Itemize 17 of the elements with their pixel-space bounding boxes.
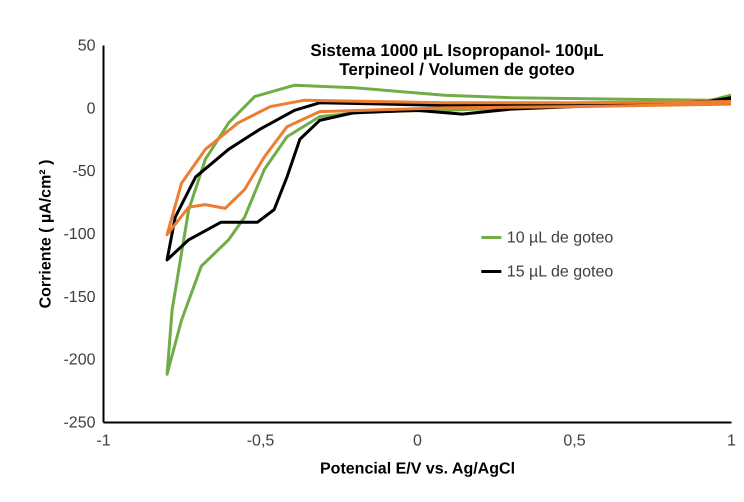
y-tick-label: -100 [63,226,96,243]
y-tick-label: 50 [78,38,96,54]
y-tick-label: -250 [63,414,96,432]
x-tick-label: 0,5 [563,432,586,450]
legend-label: 15 µL de goteo [506,263,614,280]
y-tick-label: -50 [72,163,96,180]
y-tick-label: -200 [63,352,96,369]
x-tick-label: 0 [413,432,422,450]
x-tick-label: -1 [96,432,111,450]
y-tick-label: 0 [86,100,96,118]
chart-title: Sistema 1000 µL Isopropanol- 100µL Terpineol / Volumen de goteo [310,41,604,79]
legend-label: 10 µL de goteo [506,229,614,246]
x-tick-label: 1 [727,432,736,450]
y-axis-title: Corriente ( µA/cm² ) [37,160,54,308]
x-axis-title: Potencial E/V vs. Ag/AgCl [320,460,516,478]
y-tick-label: -150 [63,288,96,306]
x-tick-label: -0,5 [246,432,274,450]
